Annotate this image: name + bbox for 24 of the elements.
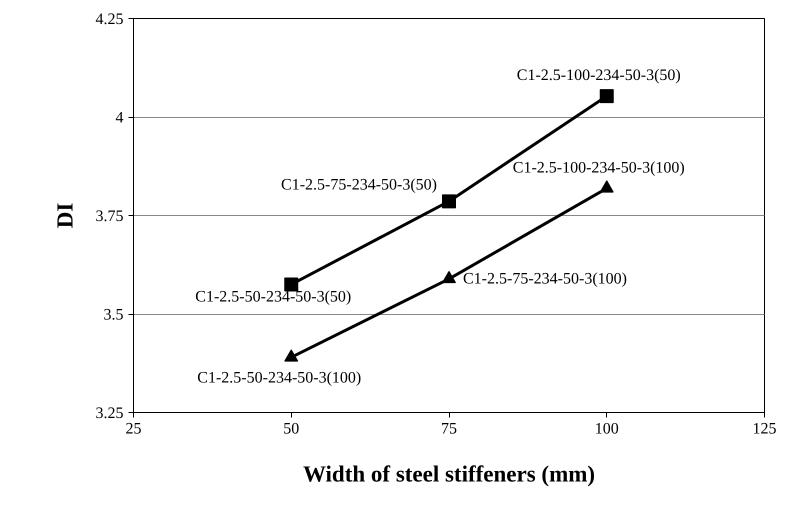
- x-tick-label: 25: [126, 420, 142, 438]
- point: [442, 194, 456, 208]
- point: [600, 180, 614, 193]
- annotation: C1-2.5-75-234-50-3(100): [463, 270, 627, 288]
- x-tick-label: 50: [283, 420, 300, 438]
- annotation: C1-2.5-100-234-50-3(50): [516, 67, 681, 84]
- annotation: C1-2.5-100-234-50-3(100): [512, 159, 685, 176]
- x-tick-label: 100: [594, 420, 619, 438]
- y-axis-title: DI: [52, 202, 78, 228]
- annotation: C1-2.5-50-234-50-3(50): [195, 288, 352, 306]
- y-tick-label: 3.25: [96, 405, 124, 422]
- y-tick-label: 4: [116, 110, 124, 126]
- x-tick-label: 125: [752, 420, 776, 438]
- point: [600, 89, 614, 104]
- y-tick-label: 3.75: [96, 208, 124, 225]
- y-tick-label: 4.25: [96, 11, 124, 28]
- point: [284, 349, 298, 362]
- point: [442, 270, 456, 284]
- point: [284, 277, 298, 292]
- x-tick-label: 75: [441, 420, 457, 438]
- x-axis-title: Width of steel stiffeners (mm): [302, 462, 596, 486]
- y-tick-label: 3.5: [104, 306, 124, 324]
- annotation: C1-2.5-50-234-50-3(100): [197, 369, 362, 386]
- annotation: C1-2.5-75-234-50-3(50): [281, 176, 437, 194]
